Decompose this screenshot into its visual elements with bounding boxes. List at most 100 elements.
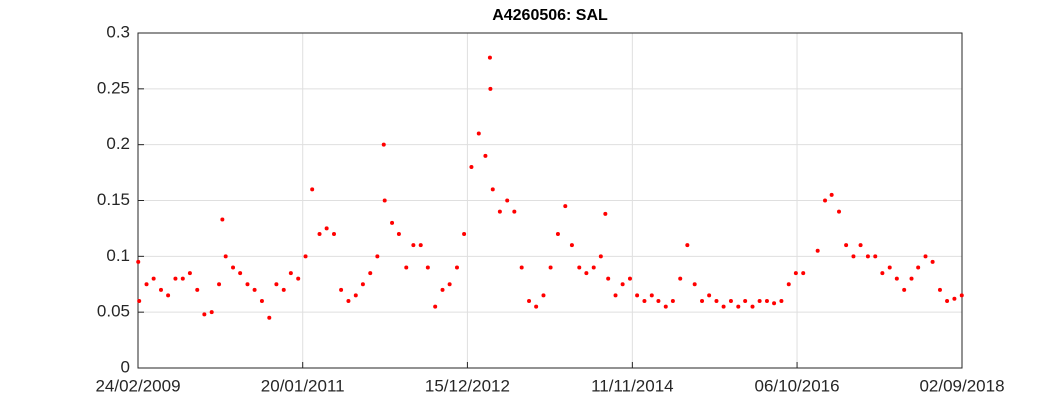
data-point [136,259,141,264]
data-point [368,271,373,276]
data-point [663,304,668,309]
x-tick-label: 15/12/2012 [425,376,510,395]
data-point [801,271,806,276]
data-point [519,265,524,270]
data-point [259,299,264,303]
data-point [858,243,863,248]
chart-title: A4260506: SAL [492,7,608,24]
data-point [462,232,467,236]
data-point [743,299,748,303]
data-point [151,276,156,281]
data-point [757,299,762,303]
data-point [505,198,510,203]
data-point [959,293,964,298]
x-tick-label: 02/09/2018 [919,376,1004,395]
data-point [238,271,243,276]
data-point [736,304,741,309]
data-point [469,165,474,169]
data-point [382,198,387,203]
data-point [487,55,492,60]
data-point [310,187,315,192]
data-point [829,192,834,197]
data-point [490,187,495,192]
data-point [497,209,502,214]
data-point [793,271,798,276]
data-point [281,287,286,292]
data-point [245,282,250,287]
data-point [627,276,632,281]
data-point [360,282,365,287]
data-point [721,304,726,309]
data-point [223,254,228,259]
data-point [873,254,878,259]
data-point [656,299,661,303]
data-point [577,265,582,270]
data-point [353,293,358,298]
data-point [288,271,293,276]
data-point [606,276,611,281]
data-point [844,243,849,248]
y-tick-label: 0 [121,357,130,376]
y-tick-label: 0.1 [106,246,130,265]
data-point [303,254,308,259]
data-point [945,299,950,303]
data-point [837,209,842,214]
x-tick-label: 11/11/2014 [591,376,674,395]
data-point [764,299,769,303]
data-point [909,276,914,281]
data-point [483,153,488,158]
data-point [707,293,712,298]
data-point [823,198,828,203]
data-point [569,243,574,248]
data-point [851,254,856,259]
data-point [274,282,279,287]
data-point [584,271,589,276]
data-point [217,282,222,287]
data-point [346,299,351,303]
data-point [714,299,719,303]
data-point [187,271,192,276]
data-point [396,232,401,236]
data-point [880,271,885,276]
data-point [642,299,647,303]
data-point [750,304,755,309]
data-point [952,296,957,301]
data-point [635,293,640,298]
data-point [512,209,517,214]
data-point [404,265,409,270]
data-point [220,217,225,222]
data-point [180,276,185,281]
data-point [678,276,683,281]
data-point [433,304,438,309]
y-tick-label: 0.3 [106,22,130,41]
data-point [894,276,899,281]
data-point [670,299,675,303]
y-tick-label: 0.25 [97,78,130,97]
y-tick-label: 0.05 [97,302,130,321]
data-point [555,232,560,236]
data-point [231,265,236,270]
data-point [541,293,546,298]
data-point [418,243,423,248]
y-tick-label: 0.15 [97,190,130,209]
data-point [887,265,892,270]
data-point [137,299,142,303]
x-tick-label: 06/10/2016 [755,376,840,395]
data-point [447,282,452,287]
y-tick-label: 0.2 [106,134,130,153]
data-point [267,315,272,320]
data-point [692,282,697,287]
x-tick-label: 20/01/2011 [261,376,345,395]
data-point [331,232,336,236]
data-point [411,243,416,248]
data-point [563,204,568,209]
data-point [937,287,942,292]
data-point [613,293,618,298]
data-point [144,282,149,287]
data-point [591,265,596,270]
data-point [339,287,344,292]
data-point [195,287,200,292]
